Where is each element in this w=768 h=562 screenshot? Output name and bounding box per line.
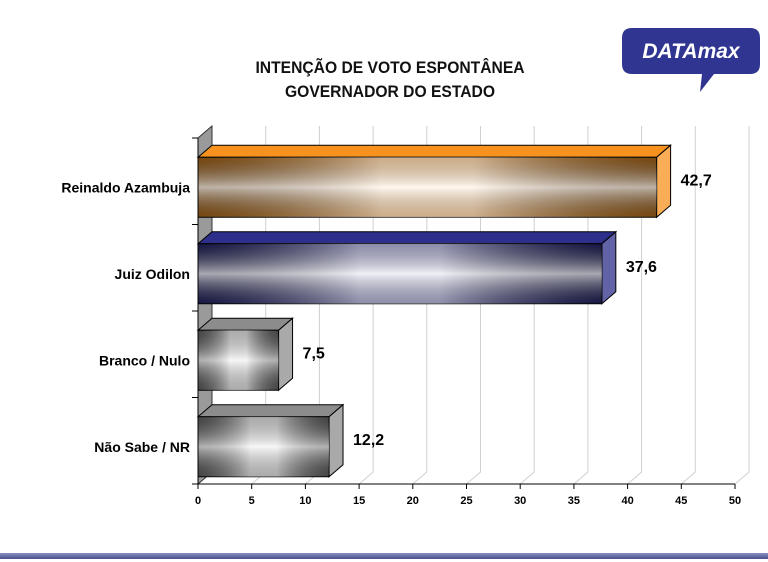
bar-top [196,231,618,245]
data-label: 7,5 [303,345,325,362]
grid-line [734,126,750,485]
chart-title: INTENÇÃO DE VOTO ESPONTÂNEA [255,58,525,77]
bar-side [328,403,344,478]
x-tick-label: 20 [407,495,419,507]
footer-bar [0,553,768,559]
x-tick-label: 25 [460,495,472,507]
x-tick-label: 45 [675,495,687,507]
datamax-logo: DATAmax [622,28,760,92]
x-tick-label: 5 [249,495,255,507]
logo-text: DATAmax [642,40,741,63]
chart-subtitle: GOVERNADOR DO ESTADO [284,82,495,101]
data-label: 42,7 [681,172,712,189]
x-tick-label: 0 [195,495,201,507]
x-tick-label: 35 [568,495,580,507]
bar-side [601,230,617,305]
bar-top [196,317,294,331]
x-tick-label: 10 [299,495,311,507]
data-label: 12,2 [353,432,384,449]
x-tick-label: 50 [729,495,741,507]
bar-shade [198,330,279,391]
x-tick-label: 40 [621,495,633,507]
category-label: Não Sabe / NR [94,439,190,455]
category-label: Branco / Nulo [99,352,190,368]
bar-side [278,317,294,392]
bar-top [196,144,672,158]
x-tick-label: 30 [514,495,526,507]
bar-shade [198,243,602,304]
bar-shade [198,416,330,477]
category-label: Reinaldo Azambuja [61,179,190,195]
category-label: Juiz Odilon [115,266,190,282]
grid-line [680,126,696,485]
bar-side [656,144,672,219]
bar-top [196,404,345,418]
bar-shade [198,157,657,218]
x-tick-label: 15 [353,495,365,507]
grid-line [627,126,643,485]
data-label: 37,6 [626,259,657,276]
